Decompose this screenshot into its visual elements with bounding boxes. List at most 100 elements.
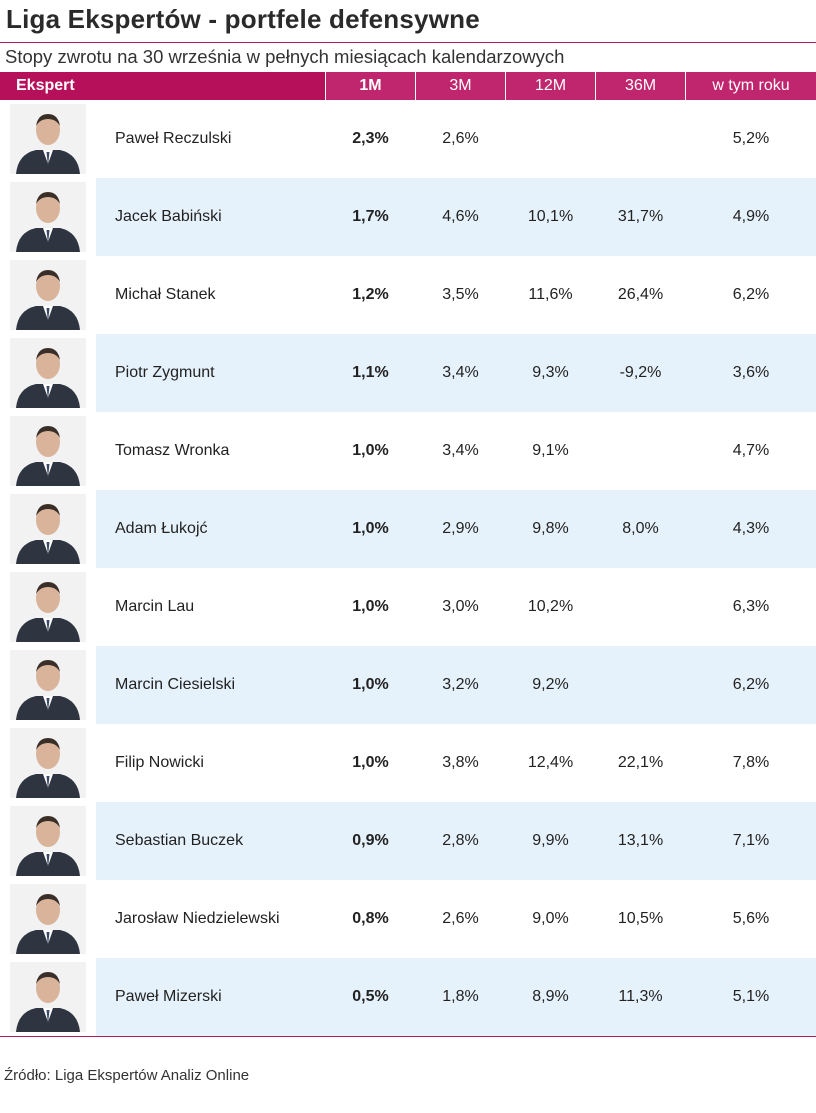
cell-3m: 2,6% [442,130,479,147]
table-row: Jarosław Niedzielewski 0,8% 2,6% 9,0% 10,5% 5… [0,880,816,958]
expert-photo [10,884,86,954]
cell-ytd: 4,3% [732,520,770,537]
cell-3m: 3,4% [442,442,479,459]
cell-ytd: 5,1% [732,988,770,1005]
cell-1m: 1,2% [352,286,389,303]
expert-photo [10,338,86,408]
expert-name: Sebastian Buczek [115,832,244,849]
cell-ytd: 3,6% [732,364,770,381]
expert-photo [10,650,86,720]
cell-1m: 1,0% [352,442,389,459]
page-title: Liga Ekspertów - portfele defensywne [6,4,480,34]
cell-1m: 1,0% [352,598,389,615]
table-row: Jacek Babiński 1,7% 4,6% 10,1% 31,7% 4,9% [0,178,816,256]
source-note: Źródło: Liga Ekspertów Analiz Online [4,1067,250,1084]
cell-12m: 9,2% [532,676,569,693]
cell-3m: 1,8% [442,988,479,1005]
cell-36m: 31,7% [617,208,664,225]
cell-12m: 11,6% [528,286,573,303]
expert-name: Jarosław Niedzielewski [115,910,280,927]
cell-36m: 11,3% [618,988,663,1005]
cell-ytd: 6,2% [732,286,770,303]
cell-1m: 1,0% [352,520,389,537]
cell-ytd: 7,1% [732,832,770,849]
table-bottom-divider [0,1036,816,1037]
column-header-ytd: w tym roku [686,72,816,100]
table-row: Marcin Lau 1,0% 3,0% 10,2% 6,3% [0,568,816,646]
table-row: Tomasz Wronka 1,0% 3,4% 9,1% 4,7% [0,412,816,490]
cell-36m: 13,1% [617,832,664,849]
expert-photo [10,728,86,798]
expert-name: Piotr Zygmunt [115,364,215,381]
cell-12m: 12,4% [527,754,574,771]
table-row: Marcin Ciesielski 1,0% 3,2% 9,2% 6,2% [0,646,816,724]
row-background [96,646,816,724]
cell-3m: 2,6% [442,910,479,927]
cell-3m: 3,4% [442,364,479,381]
table-row: Sebastian Buczek 0,9% 2,8% 9,9% 13,1% 7,1% [0,802,816,880]
row-background [96,802,816,880]
cell-ytd: 6,3% [732,598,770,615]
cell-36m: 10,5% [617,910,664,927]
cell-12m: 9,3% [532,364,569,381]
cell-3m: 3,0% [442,598,479,615]
cell-12m: 10,1% [527,208,574,225]
expert-name: Jacek Babiński [115,208,222,225]
row-background [96,178,816,256]
cell-3m: 3,2% [442,676,479,693]
cell-36m: -9,2% [619,364,662,381]
cell-ytd: 5,2% [732,130,770,147]
cell-ytd: 4,7% [732,442,770,459]
cell-36m: 26,4% [617,286,664,303]
cell-36m: 22,1% [617,754,664,771]
expert-photo [10,572,86,642]
table-row: Filip Nowicki 1,0% 3,8% 12,4% 22,1% 7,8% [0,724,816,802]
expert-photo [10,494,86,564]
cell-12m: 9,8% [532,520,569,537]
cell-36m: 8,0% [622,520,659,537]
table-row: Piotr Zygmunt 1,1% 3,4% 9,3% -9,2% 3,6% [0,334,816,412]
cell-1m: 1,7% [352,208,389,225]
expert-photo [10,962,86,1032]
cell-1m: 1,0% [352,676,389,693]
expert-name: Paweł Mizerski [115,988,222,1005]
column-header-1m: 1M [326,72,415,100]
column-header-expert: Ekspert [0,72,325,100]
table-row: Paweł Mizerski 0,5% 1,8% 8,9% 11,3% 5,1% [0,958,816,1036]
cell-12m [506,100,595,178]
cell-1m: 2,3% [352,130,389,147]
row-background [96,334,816,412]
expert-photo [10,260,86,330]
expert-name: Paweł Reczulski [115,130,232,147]
row-background [96,958,816,1036]
cell-ytd: 7,8% [732,754,770,771]
table-row: Michał Stanek 1,2% 3,5% 11,6% 26,4% 6,2% [0,256,816,334]
cell-1m: 0,9% [352,832,389,849]
cell-1m: 1,1% [352,364,389,381]
column-header-36m: 36M [596,72,685,100]
table-row: Adam Łukojć 1,0% 2,9% 9,8% 8,0% 4,3% [0,490,816,568]
expert-name: Michał Stanek [115,286,216,303]
cell-1m: 0,5% [352,988,389,1005]
expert-name: Marcin Ciesielski [115,676,236,693]
cell-12m: 8,9% [532,988,569,1005]
cell-ytd: 4,9% [732,208,770,225]
page-subtitle: Stopy zwrotu na 30 września w pełnych mi… [5,46,565,67]
table-row: Paweł Reczulski 2,3% 2,6% 5,2% [0,100,816,178]
cell-12m: 9,0% [532,910,569,927]
expert-name: Adam Łukojć [115,520,208,537]
cell-36m [596,646,685,724]
title-divider [0,42,816,43]
expert-photo [10,416,86,486]
cell-36m [596,100,685,178]
expert-name: Tomasz Wronka [115,442,230,459]
cell-1m: 0,8% [352,910,389,927]
cell-ytd: 5,6% [732,910,770,927]
cell-3m: 3,5% [442,286,479,303]
column-header-12m: 12M [506,72,595,100]
cell-36m [596,568,685,646]
cell-12m: 9,9% [532,832,569,849]
cell-3m: 3,8% [442,754,479,771]
expert-photo [10,806,86,876]
table-header: Ekspert 1M 3M 12M 36M w tym roku [0,72,816,100]
